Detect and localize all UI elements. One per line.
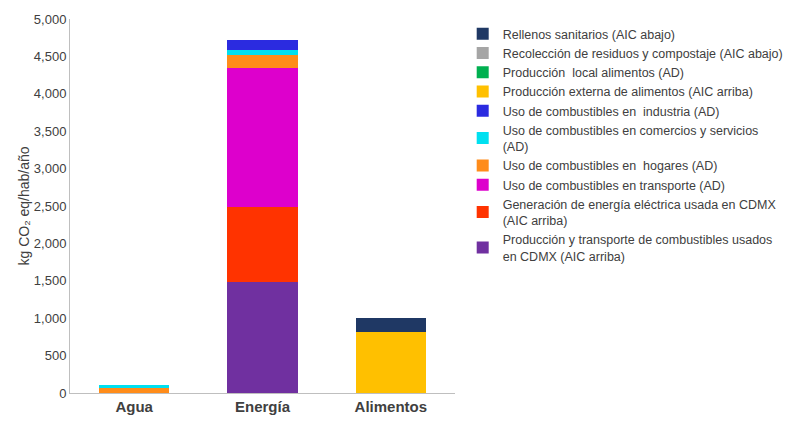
svg-text:500: 500: [45, 348, 67, 363]
svg-text:Generación de energía eléctric: Generación de energía eléctrica usada en…: [503, 198, 777, 228]
svg-text:0: 0: [59, 386, 66, 401]
svg-text:Uso de combustibles en hogare: Uso de combustibles en hogares (AD): [503, 159, 718, 173]
svg-text:Recolección de residuos y comp: Recolección de residuos y compostaje (AI…: [503, 47, 783, 61]
svg-text:Uso de combustibles en transpo: Uso de combustibles en transporte (AD): [503, 179, 725, 193]
svg-text:2,500: 2,500: [34, 199, 67, 214]
svg-text:Rellenos sanitarios (AIC abajo: Rellenos sanitarios (AIC abajo): [503, 28, 675, 42]
svg-text:1,500: 1,500: [34, 273, 67, 288]
svg-text:2,000: 2,000: [34, 236, 67, 251]
svg-text:3,500: 3,500: [34, 124, 67, 139]
svg-text:Alimentos: Alimentos: [355, 398, 428, 415]
svg-text:Producción externa de alimento: Producción externa de alimentos (AIC arr…: [503, 85, 753, 99]
svg-text:kg CO₂ eq/hab/año: kg CO₂ eq/hab/año: [16, 146, 32, 265]
svg-text:Uso de combustibles en comerci: Uso de combustibles en comercios y servi…: [503, 124, 759, 154]
svg-text:4,000: 4,000: [34, 86, 67, 101]
svg-text:4,500: 4,500: [34, 49, 67, 64]
svg-text:Uso de combustibles en indust: Uso de combustibles en industria (AD): [503, 105, 720, 119]
svg-text:5,000: 5,000: [34, 12, 67, 27]
svg-text:Producción y transporte de com: Producción y transporte de combustibles …: [503, 233, 773, 263]
svg-text:Agua: Agua: [115, 398, 153, 415]
svg-text:Producción local alimentos (A: Producción local alimentos (AD): [503, 66, 684, 80]
svg-text:1,000: 1,000: [34, 311, 67, 326]
svg-text:Energía: Energía: [235, 398, 291, 415]
svg-text:3,000: 3,000: [34, 161, 67, 176]
